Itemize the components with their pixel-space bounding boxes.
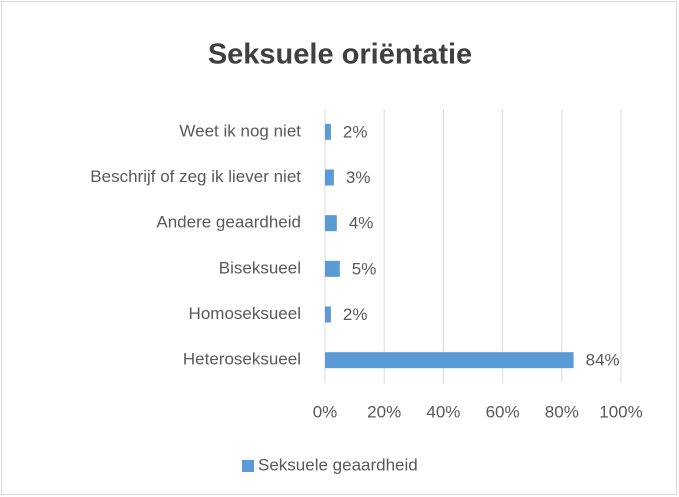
x-tick-label: 0% — [313, 402, 338, 421]
bar — [325, 123, 331, 140]
value-label: 2% — [343, 122, 368, 141]
x-tick-label: 60% — [486, 402, 520, 421]
x-tick-label: 40% — [426, 402, 460, 421]
value-label: 84% — [586, 351, 620, 370]
y-tick-label: Biseksueel — [219, 258, 301, 277]
x-tick-label: 20% — [367, 402, 401, 421]
y-tick-label: Homoseksueel — [189, 304, 301, 323]
bar — [325, 306, 331, 323]
y-tick-label: Andere geaardheid — [156, 213, 301, 232]
legend-label: Seksuele geaardheid — [258, 455, 418, 474]
y-tick-label: Weet ik nog niet — [179, 121, 301, 140]
value-label: 4% — [349, 214, 374, 233]
bar — [325, 215, 337, 232]
y-tick-label: Heteroseksueel — [183, 350, 301, 369]
value-label: 2% — [343, 305, 368, 324]
legend-swatch — [242, 460, 254, 472]
bar — [325, 169, 334, 186]
x-tick-label: 100% — [599, 402, 642, 421]
bar — [325, 260, 340, 277]
y-tick-label: Beschrijf of zeg ik liever niet — [90, 167, 301, 186]
x-tick-label: 80% — [545, 402, 579, 421]
value-label: 3% — [346, 168, 371, 187]
bar — [325, 352, 574, 369]
value-label: 5% — [352, 259, 377, 278]
chart-title: Seksuele oriëntatie — [208, 39, 472, 71]
